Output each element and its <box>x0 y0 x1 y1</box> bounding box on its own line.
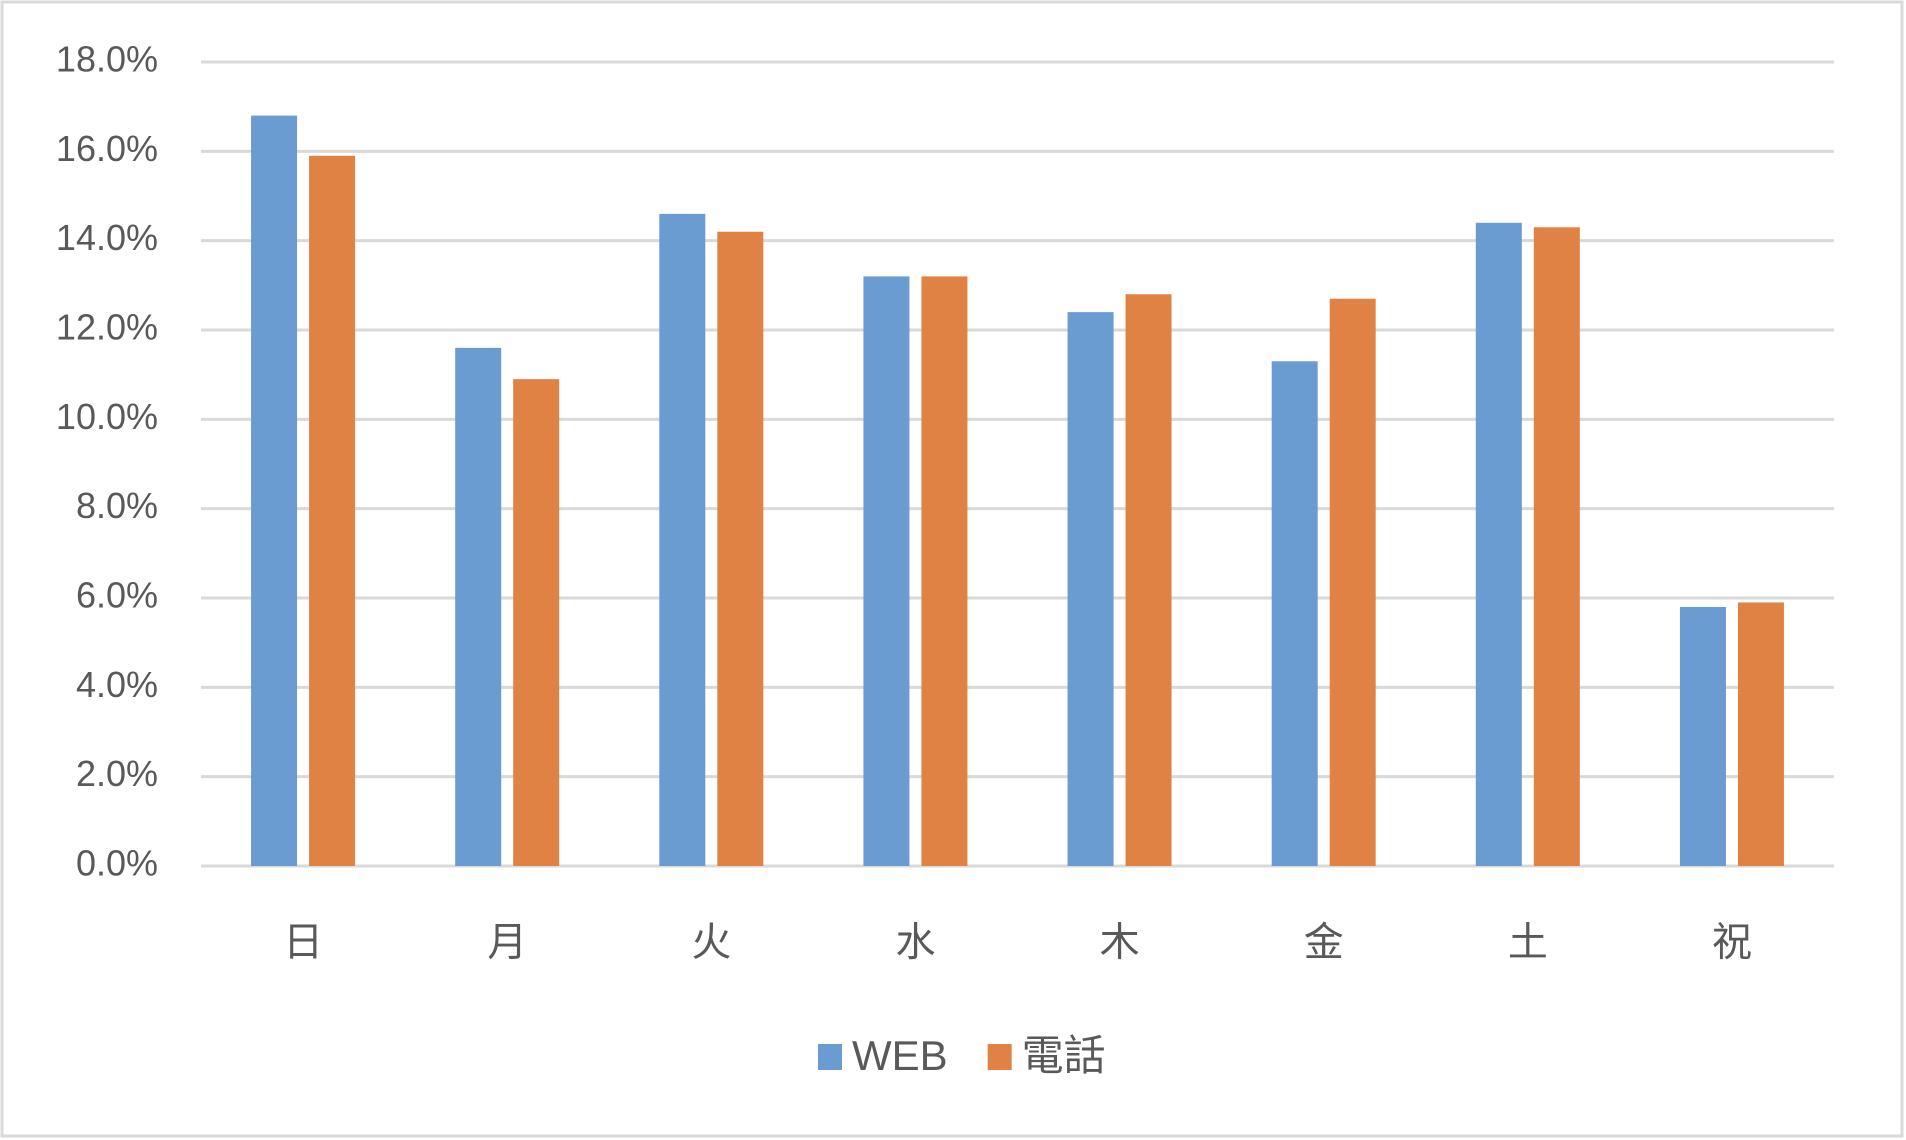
bar <box>1533 227 1580 866</box>
x-tick-label: 金 <box>1304 921 1344 965</box>
legend-swatch <box>987 1044 1012 1070</box>
y-tick-label: 8.0% <box>76 485 158 526</box>
bar <box>251 115 298 867</box>
bar <box>1475 222 1522 867</box>
y-tick-label: 6.0% <box>76 575 158 616</box>
bar <box>1125 294 1172 866</box>
bar <box>863 276 910 866</box>
x-tick-label: 日 <box>283 921 323 965</box>
bar <box>659 213 706 866</box>
bar <box>1067 312 1114 867</box>
y-tick-label: 18.0% <box>56 39 158 80</box>
y-tick-label: 16.0% <box>56 128 158 169</box>
x-tick-label: 月 <box>487 921 527 965</box>
y-tick-label: 14.0% <box>56 217 158 258</box>
x-tick-label: 木 <box>1100 921 1140 965</box>
legend-label: 電話 <box>1022 1032 1106 1079</box>
bar <box>1737 602 1784 866</box>
legend-label: WEB <box>852 1032 948 1079</box>
bar <box>1329 298 1376 866</box>
legend-swatch <box>818 1044 842 1070</box>
x-tick-label: 土 <box>1508 921 1548 965</box>
bar <box>1679 606 1726 866</box>
bar <box>309 155 356 867</box>
x-tick-label: 祝 <box>1712 921 1752 965</box>
y-tick-label: 0.0% <box>76 843 158 884</box>
y-tick-label: 12.0% <box>56 307 158 348</box>
x-tick-label: 火 <box>691 921 731 965</box>
bar <box>455 347 502 866</box>
y-tick-label: 2.0% <box>76 753 158 794</box>
y-tick-label: 10.0% <box>56 396 158 437</box>
bar <box>513 379 560 866</box>
x-tick-label: 水 <box>895 921 935 965</box>
bar <box>717 231 764 866</box>
y-tick-label: 4.0% <box>76 664 158 705</box>
bar <box>921 276 968 866</box>
bar <box>1271 361 1318 866</box>
